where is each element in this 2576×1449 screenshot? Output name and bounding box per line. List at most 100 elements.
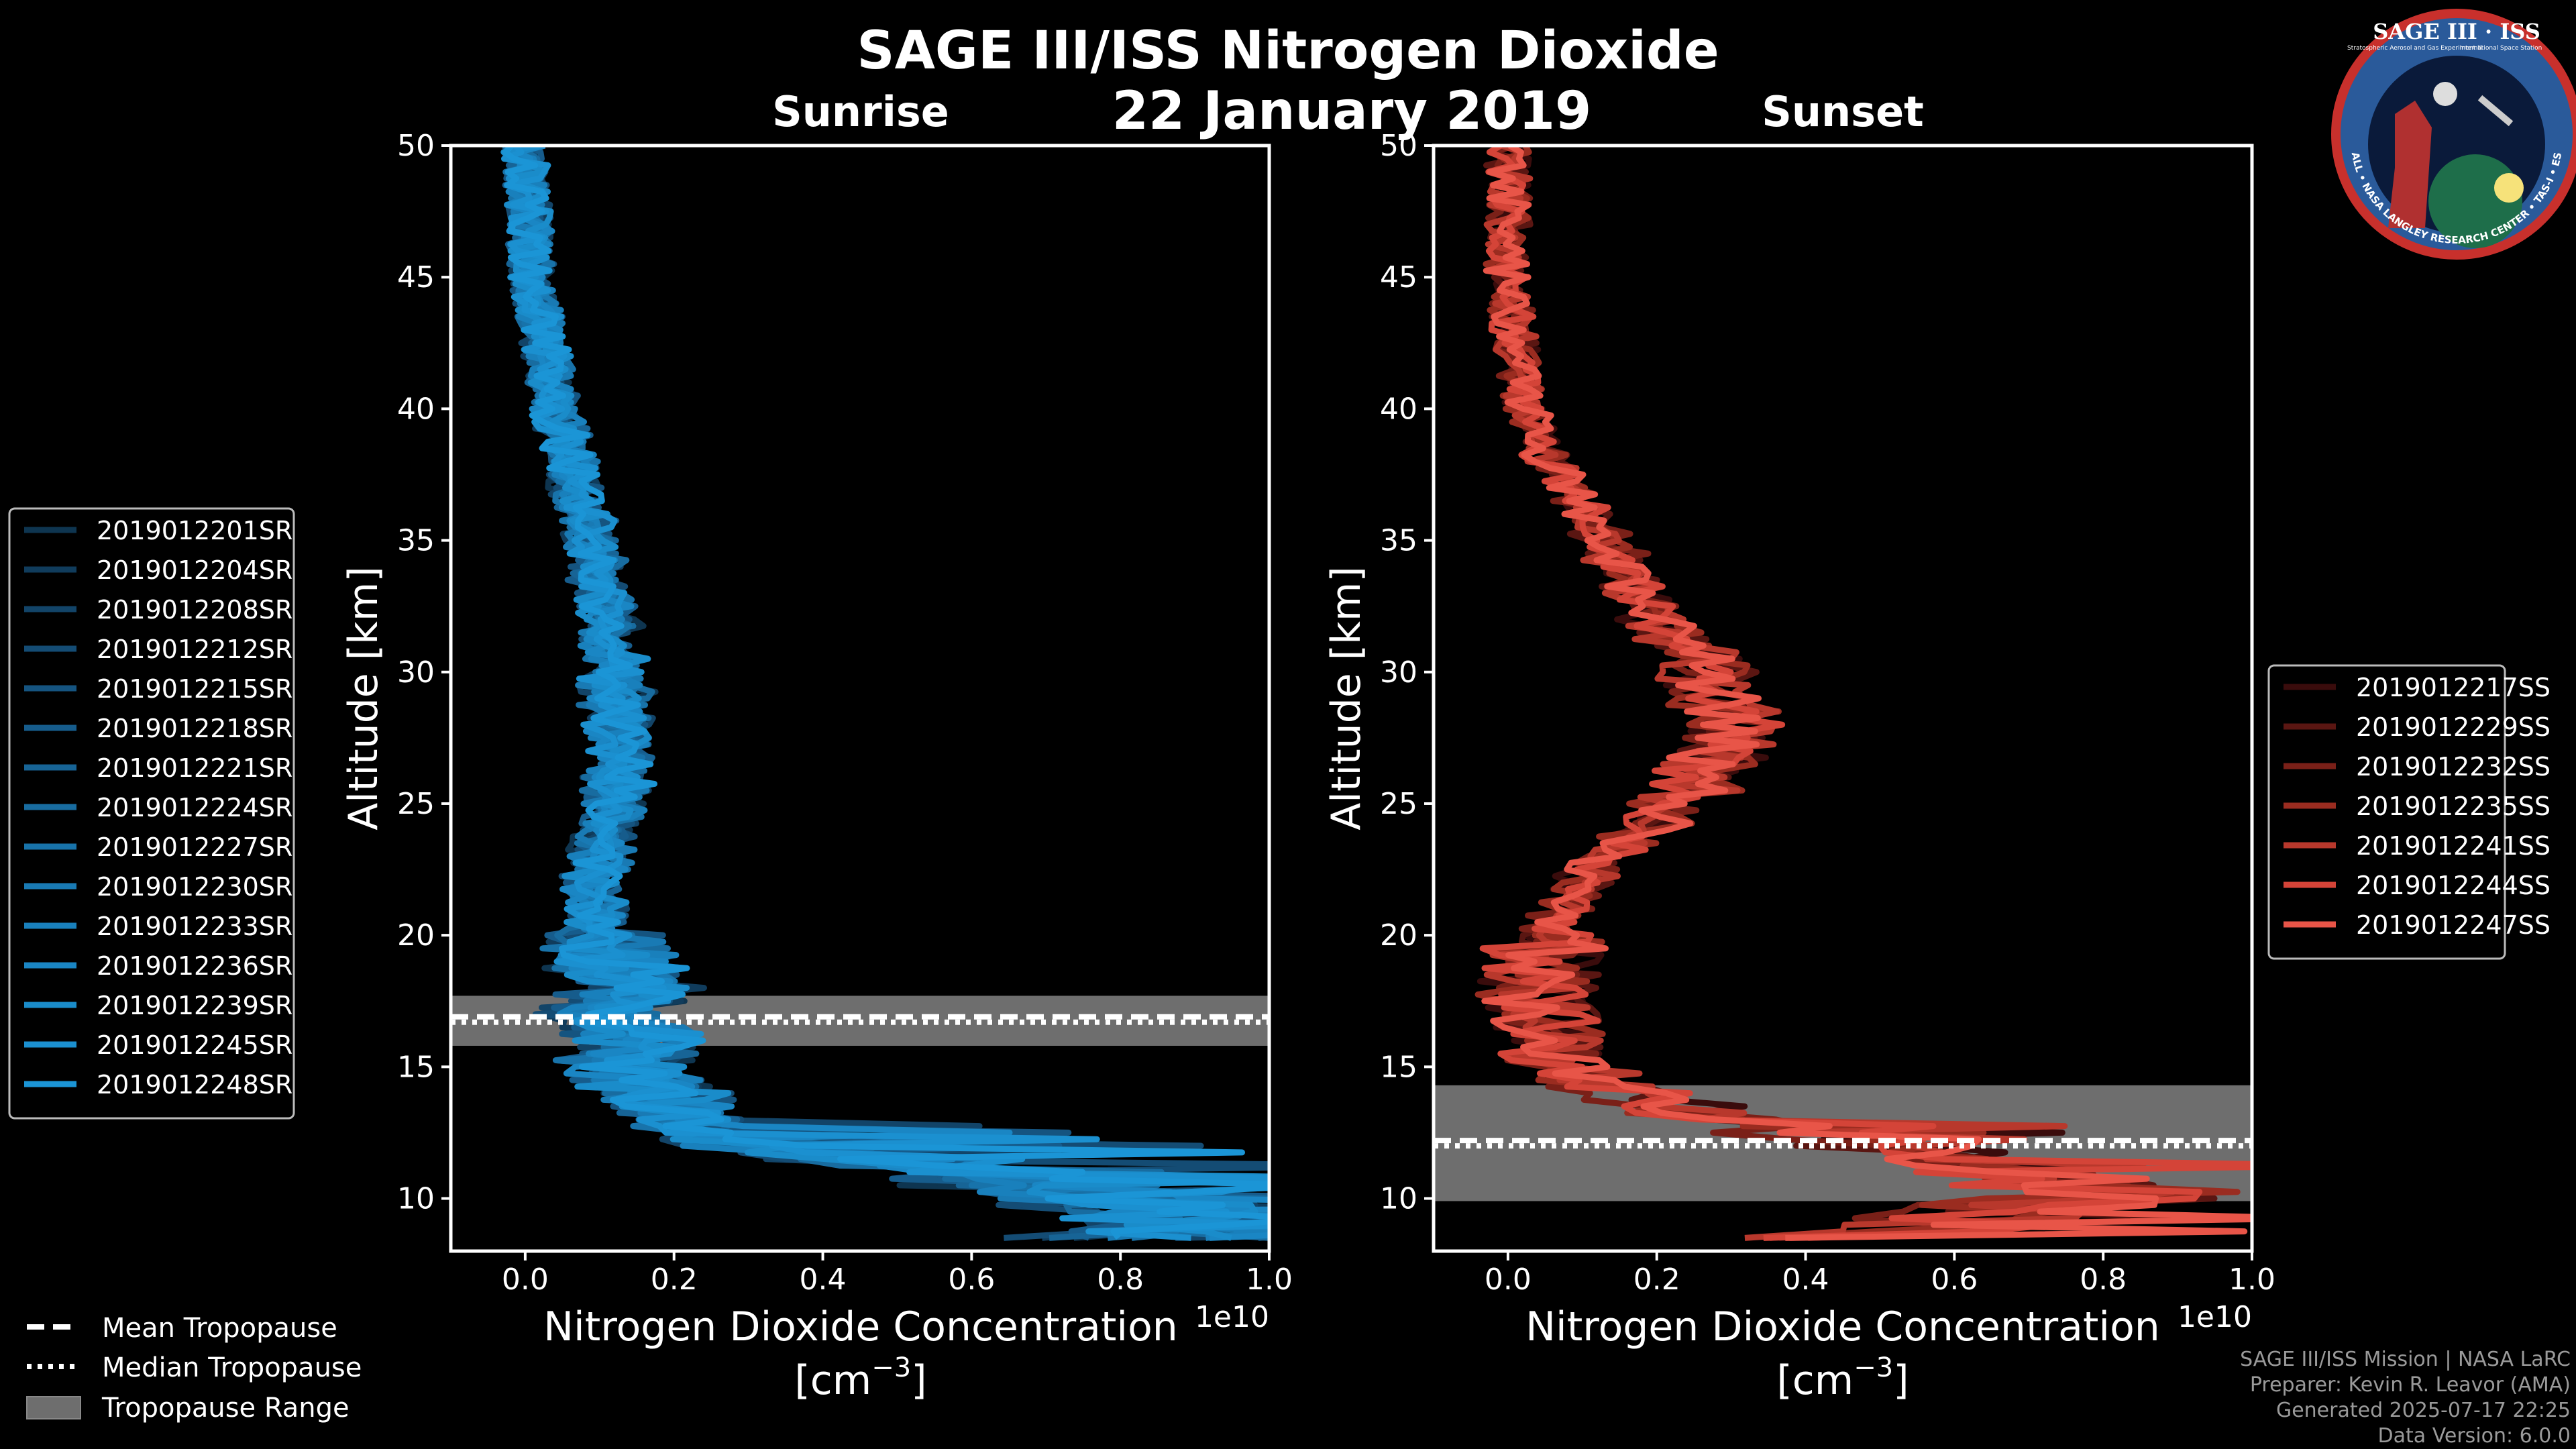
sunset-y-tick-label: 20 xyxy=(1380,918,1417,953)
sunrise-legend: 2019012201SR 2019012204SR 2019012208SR 2019… xyxy=(8,507,295,1120)
panel-sunset: Sunset 0.0 0.2 0.4 0.6 0.8 1.0 10 15 20 25 30 35 40… xyxy=(1323,87,2275,1404)
sunrise-y-tick-label: 45 xyxy=(397,260,435,294)
median-tropopause-label: Median Tropopause xyxy=(102,1352,362,1383)
sunset-x-tick-label: 0.2 xyxy=(1633,1263,1680,1297)
credit-line-3: Generated 2025-07-17 22:25 xyxy=(2276,1399,2571,1422)
sunrise-y-ticks: 10 15 20 25 30 35 40 45 50 xyxy=(397,129,451,1216)
sunrise-y-tick-label: 50 xyxy=(397,129,435,163)
panel-sunrise: Sunrise 0.0 0.2 0.4 0.6 0.8 1.0 10 15 20 25 30 35 4… xyxy=(340,87,1293,1404)
credits: SAGE III/ISS Mission | NASA LaRC Prepare… xyxy=(2240,1348,2571,1448)
sunrise-x-tick-label: 0.4 xyxy=(800,1263,847,1297)
sunrise-x-tick-label: 0.2 xyxy=(651,1263,698,1297)
logo-text-right: International Space Station xyxy=(2460,45,2542,52)
sunrise-x-tick-label: 1.0 xyxy=(1246,1263,1293,1297)
figure-date: 22 January 2019 xyxy=(1112,81,1592,142)
sunrise-legend-label: 2019012212SR xyxy=(97,635,292,664)
logo-text-left: Stratospheric Aerosol and Gas Experiment… xyxy=(2347,45,2483,52)
sunset-legend-label: 2019012241SS xyxy=(2356,831,2551,861)
sunset-y-tick-label: 35 xyxy=(1380,524,1417,558)
sunset-y-tick-label: 15 xyxy=(1380,1050,1417,1084)
sunset-y-tick-label: 30 xyxy=(1380,655,1417,690)
tropopause-legend: Mean Tropopause Median Tropopause Tropop… xyxy=(26,1313,362,1424)
sunrise-legend-box xyxy=(8,507,295,1120)
sunrise-y-tick-label: 35 xyxy=(397,524,435,558)
sunrise-y-tick-label: 10 xyxy=(397,1182,435,1216)
sunset-y-ticks: 10 15 20 25 30 35 40 45 50 xyxy=(1380,129,1434,1216)
sunset-y-axis-label: Altitude [km] xyxy=(1323,566,1370,830)
sunset-unit-exponent: −3 xyxy=(1854,1352,1893,1383)
sunrise-legend-label: 2019012204SR xyxy=(97,555,292,585)
mean-tropopause-label: Mean Tropopause xyxy=(102,1313,337,1344)
sunset-x-tick-label: 0.4 xyxy=(1782,1263,1829,1297)
figure-title: SAGE III/ISS Nitrogen Dioxide xyxy=(857,21,1719,81)
sunset-plot-frame xyxy=(1432,144,2254,1253)
sunrise-y-tick-label: 25 xyxy=(397,787,435,821)
logo-sun-icon xyxy=(2494,173,2524,203)
sunrise-x-tick-label: 0.6 xyxy=(948,1263,995,1297)
sunrise-legend-label: 2019012248SR xyxy=(97,1070,292,1099)
logo-moon-icon xyxy=(2433,82,2457,106)
sunset-tropopause-lines xyxy=(1434,1138,2252,1149)
sunrise-legend-label: 2019012221SR xyxy=(97,753,292,783)
logo-title: SAGE III · ISS xyxy=(2373,19,2540,44)
credit-line-4: Data Version: 6.0.0 xyxy=(2378,1424,2571,1448)
sunset-series-lines xyxy=(1474,146,2252,1241)
sunrise-legend-label: 2019012201SR xyxy=(97,516,292,545)
sunset-x-axis-unit: [cm−3] xyxy=(1776,1352,1909,1404)
sunrise-x-scale-label: 1e10 xyxy=(1195,1300,1269,1334)
sunset-legend: 2019012217SS 2019012229SS 2019012232SS 2019… xyxy=(2267,664,2551,960)
sunrise-legend-label: 2019012245SR xyxy=(97,1030,292,1060)
sunrise-x-tick-label: 0.0 xyxy=(502,1263,549,1297)
sunrise-legend-label: 2019012218SR xyxy=(97,714,292,743)
sunset-y-tick-label: 45 xyxy=(1380,260,1417,294)
sunrise-unit-open: [cm xyxy=(794,1357,871,1404)
sunset-x-axis-label: Nitrogen Dioxide Concentration xyxy=(1525,1303,2160,1350)
tropopause-range-label: Tropopause Range xyxy=(101,1393,350,1424)
sunrise-series-lines xyxy=(500,146,1269,1241)
sunset-y-tick-label: 25 xyxy=(1380,787,1417,821)
sunset-x-ticks: 0.0 0.2 0.4 0.6 0.8 1.0 xyxy=(1485,1251,2275,1297)
sunset-unit-open: [cm xyxy=(1776,1357,1854,1404)
sunrise-y-tick-label: 15 xyxy=(397,1050,435,1084)
sunrise-y-tick-label: 40 xyxy=(397,392,435,426)
sunrise-legend-label: 2019012230SR xyxy=(97,872,292,902)
sunrise-x-tick-label: 0.8 xyxy=(1097,1263,1144,1297)
sunrise-series-line-2019012248SR xyxy=(502,146,1269,1240)
sunrise-plot-frame xyxy=(449,144,1271,1253)
sunset-legend-label: 2019012217SS xyxy=(2356,673,2551,702)
sunrise-y-tick-label: 30 xyxy=(397,655,435,690)
sunset-panel-title: Sunset xyxy=(1762,87,1924,136)
sunrise-x-axis-unit: [cm−3] xyxy=(794,1352,926,1404)
sunset-legend-label: 2019012229SS xyxy=(2356,712,2551,742)
sunset-x-tick-label: 0.6 xyxy=(1931,1263,1978,1297)
sunset-series-line-2019012247SS xyxy=(1481,146,2252,1241)
sunrise-legend-label: 2019012236SR xyxy=(97,951,292,981)
sunset-series-line-2019012232SS xyxy=(1485,146,2186,1241)
sunset-y-tick-label: 50 xyxy=(1380,129,1417,163)
sunrise-unit-close: ] xyxy=(911,1357,926,1404)
sunrise-panel-title: Sunrise xyxy=(772,87,949,136)
sunset-unit-close: ] xyxy=(1893,1357,1909,1404)
sunset-x-tick-label: 0.8 xyxy=(2080,1263,2127,1297)
sunset-legend-label: 2019012247SS xyxy=(2356,910,2551,940)
sunset-y-tick-label: 40 xyxy=(1380,392,1417,426)
logo-astronomer-figure-icon xyxy=(2388,101,2432,228)
sunrise-legend-label: 2019012239SR xyxy=(97,991,292,1020)
sunrise-x-axis-label: Nitrogen Dioxide Concentration xyxy=(543,1303,1178,1350)
sunrise-legend-label: 2019012208SR xyxy=(97,595,292,625)
sunrise-legend-label: 2019012224SR xyxy=(97,793,292,822)
sunset-legend-label: 2019012235SS xyxy=(2356,792,2551,821)
sunset-x-tick-label: 0.0 xyxy=(1485,1263,1532,1297)
sunset-x-scale-label: 1e10 xyxy=(2178,1300,2252,1334)
sunrise-legend-label: 2019012233SR xyxy=(97,912,292,941)
sunset-y-tick-label: 10 xyxy=(1380,1182,1417,1216)
tropopause-range-swatch xyxy=(26,1396,81,1419)
credit-line-2: Preparer: Kevin R. Leavor (AMA) xyxy=(2250,1373,2571,1397)
sunrise-tropopause-lines xyxy=(451,1014,1269,1025)
logo-iss-icon xyxy=(2477,95,2514,127)
sunrise-y-tick-label: 20 xyxy=(397,918,435,953)
sunrise-unit-exponent: −3 xyxy=(871,1352,911,1383)
sunrise-x-ticks: 0.0 0.2 0.4 0.6 0.8 1.0 xyxy=(502,1251,1293,1297)
sunset-legend-label: 2019012232SS xyxy=(2356,752,2551,782)
